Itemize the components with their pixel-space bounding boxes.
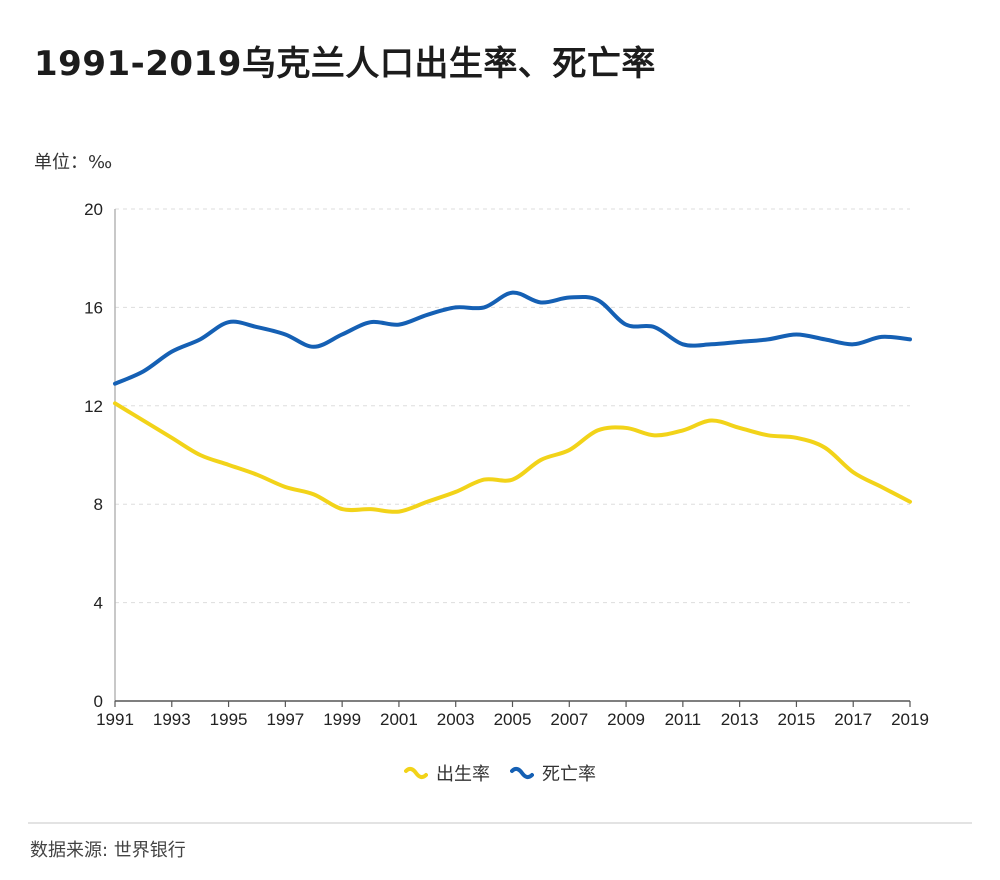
legend-item-birth-rate[interactable]: 出生率 [404, 760, 490, 786]
x-tick-label: 1991 [96, 710, 134, 729]
wave-icon-birth-rate [404, 766, 428, 780]
x-tick-label: 2001 [380, 710, 418, 729]
series-line-birth-rate [113, 401, 912, 514]
x-tick-label: 2013 [721, 710, 759, 729]
x-tick-label: 2003 [437, 710, 475, 729]
axes [114, 209, 911, 707]
x-tick-label: 1997 [266, 710, 304, 729]
x-tick-label: 2017 [834, 710, 872, 729]
legend-label-birth-rate: 出生率 [436, 764, 490, 785]
wave-icon-death-rate [510, 766, 534, 780]
y-tick-label: 20 [84, 200, 103, 219]
data-source: 数据来源: 世界银行 [30, 840, 186, 861]
grid-lines [115, 208, 910, 604]
legend-item-death-rate[interactable]: 死亡率 [510, 760, 596, 786]
page-title: 1991-2019乌克兰人口出生率、死亡率 [34, 44, 656, 84]
y-tick-label: 12 [84, 397, 103, 416]
x-tick-label: 1993 [153, 710, 191, 729]
footer-divider [28, 822, 972, 824]
x-tick-label: 2007 [550, 710, 588, 729]
x-tick-label: 2005 [494, 710, 532, 729]
x-tick-label: 2011 [665, 710, 702, 729]
legend-label-death-rate: 死亡率 [542, 764, 596, 785]
y-tick-label: 16 [84, 298, 103, 317]
series-line-death-rate [113, 290, 912, 386]
chart-legend: 出生率 死亡率 [0, 760, 1000, 786]
x-tick-label: 1999 [323, 710, 361, 729]
x-tick-label: 2009 [607, 710, 645, 729]
y-tick-label: 4 [94, 594, 103, 613]
x-tick-label: 2019 [891, 710, 929, 729]
tick-labels: 0 4 8 12 16 20 1991 1993 1995 1997 1999 2001 2003 200… [84, 200, 929, 729]
x-tick-label: 1995 [210, 710, 248, 729]
y-axis-unit-label: 单位：‰ [34, 152, 113, 173]
y-tick-label: 0 [94, 692, 103, 711]
series-lines [113, 290, 912, 514]
y-tick-label: 8 [94, 495, 103, 514]
x-tick-label: 2015 [778, 710, 816, 729]
